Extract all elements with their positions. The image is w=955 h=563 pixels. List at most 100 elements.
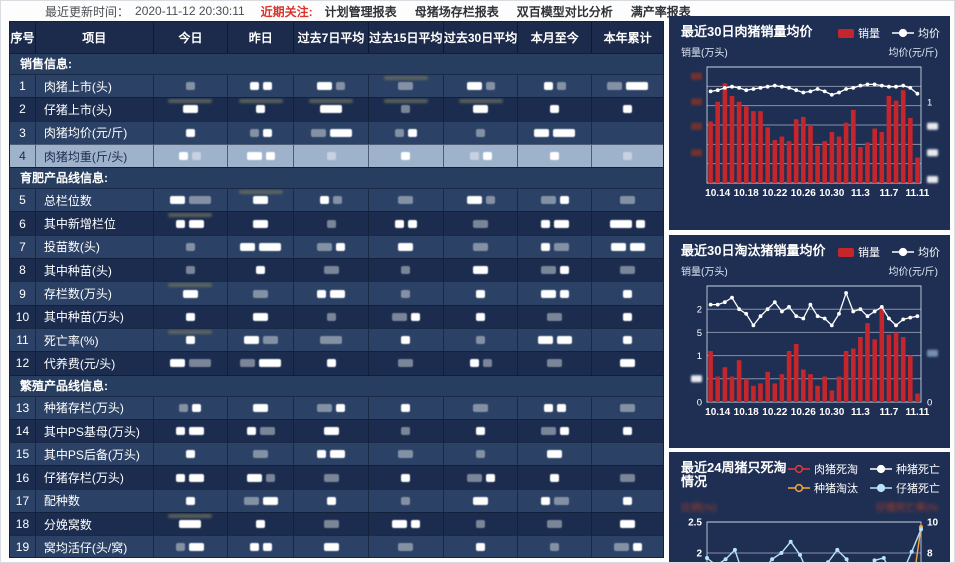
redacted-value <box>553 496 569 505</box>
row-value-cell <box>368 97 444 121</box>
redacted-value <box>323 266 339 275</box>
table-row[interactable]: 4 肉猪均重(斤/头) <box>10 143 663 168</box>
table-row[interactable]: 11 死亡率(%) <box>10 327 663 352</box>
table-row[interactable]: 1 肉猪上市(头) <box>10 74 663 98</box>
row-value-cell <box>228 512 295 536</box>
redacted-value <box>185 242 195 251</box>
svg-text:10.14: 10.14 <box>705 188 730 199</box>
row-value-cell <box>228 234 295 259</box>
table-row[interactable]: 15 其中PS后备(万头) <box>10 442 663 466</box>
redacted-value <box>620 403 636 412</box>
legend-item[interactable]: 销量 <box>838 25 880 41</box>
row-value-cell <box>368 304 444 328</box>
table-row[interactable]: 18 分娩窝数 <box>10 512 663 536</box>
row-value-cell <box>228 281 295 305</box>
legend-label: 种猪淘汰 <box>814 483 858 495</box>
legend-item[interactable]: 肉猪死淘 <box>788 461 858 477</box>
row-value-cell <box>294 143 369 168</box>
table-row[interactable]: 14 其中PS基母(万头) <box>10 418 663 443</box>
redacted-value <box>246 152 262 161</box>
legend-item[interactable]: 仔猪死亡 <box>870 480 940 496</box>
redacted-value <box>476 128 486 137</box>
topbar-link[interactable]: 满产率报表 <box>630 4 691 19</box>
right-axis-label: 仔猪死亡率(% <box>875 503 938 514</box>
redacted-smudge <box>309 99 354 104</box>
row-value-cell <box>153 512 229 536</box>
row-value-cell <box>518 488 593 513</box>
row-index: 18 <box>10 512 36 536</box>
report-links: 计划管理报表 母猪场存栏报表 双百模型对比分析 满产率报表 <box>325 3 691 20</box>
redacted-value <box>623 105 633 114</box>
row-value-cell <box>228 535 295 557</box>
legend-item[interactable]: 均价 <box>892 244 940 260</box>
table-row[interactable]: 13 种猪存栏(万头) <box>10 395 663 419</box>
redacted-value <box>398 196 414 205</box>
redacted-value <box>620 266 636 275</box>
legend-item[interactable]: 种猪淘汰 <box>788 480 858 496</box>
topbar-link[interactable]: 计划管理报表 <box>324 4 397 19</box>
legend-item[interactable]: 均价 <box>892 25 940 41</box>
redacted-value <box>559 266 569 275</box>
row-value-cell <box>294 211 369 235</box>
row-value-cell <box>294 512 369 536</box>
redacted-value <box>401 336 411 345</box>
row-value-cell <box>592 442 663 465</box>
svg-text:2: 2 <box>696 549 702 560</box>
row-value-cell <box>518 512 593 536</box>
chart-panel-pig-sales-price: 最近30日肉猪销量均价 销量 均价 销量(万头) 均价(元/斤) 1 10.14 1… <box>669 16 950 230</box>
redacted-value <box>185 82 195 91</box>
table-row[interactable]: 8 其中种苗(头) <box>10 258 663 282</box>
svg-text:11.3: 11.3 <box>851 407 870 418</box>
redacted-value <box>189 543 205 552</box>
legend-item[interactable]: 种猪死亡 <box>870 461 940 477</box>
redacted-value <box>185 450 195 459</box>
table-row[interactable]: 9 存栏数(万头) <box>10 281 663 305</box>
redacted-value <box>253 403 269 412</box>
table-row[interactable]: 12 代养费(元/头) <box>10 351 663 375</box>
redacted-value <box>192 403 202 412</box>
svg-text:10.26: 10.26 <box>791 407 816 418</box>
legend-label: 肉猪死淘 <box>814 464 858 476</box>
row-value-cell <box>368 512 444 536</box>
redacted-value <box>326 219 336 228</box>
column-header: 过去15日平均 <box>369 22 444 53</box>
table-row[interactable]: 17 配种数 <box>10 488 663 513</box>
row-value-cell <box>153 97 229 121</box>
table-row[interactable]: 6 其中新增栏位 <box>10 211 663 235</box>
table-row[interactable]: 3 肉猪均价(元/斤) <box>10 120 663 144</box>
redacted-value <box>485 196 495 205</box>
redacted-value <box>192 152 202 161</box>
row-value-cell <box>228 465 295 489</box>
row-value-cell <box>443 327 519 352</box>
redacted-value <box>473 266 489 275</box>
table-row[interactable]: 2 仔猪上市(头) <box>10 97 663 121</box>
legend-item[interactable]: 销量 <box>838 244 880 260</box>
row-value-cell <box>153 211 229 235</box>
table-row[interactable]: 10 其中种苗(万头) <box>10 304 663 328</box>
row-item-label: 其中PS基母(万头) <box>35 418 154 443</box>
table-row[interactable]: 7 投苗数(头) <box>10 234 663 259</box>
row-value-cell <box>368 488 444 513</box>
redacted-value <box>401 266 411 275</box>
table-row[interactable]: 16 仔猪存栏(万头) <box>10 465 663 489</box>
topbar-link[interactable]: 双百模型对比分析 <box>516 4 613 19</box>
redacted-value <box>262 336 278 345</box>
row-value-cell <box>443 465 519 489</box>
table-row[interactable]: 19 窝均活仔(头/窝) <box>10 535 663 557</box>
table-row[interactable]: 5 总栏位数 <box>10 188 663 212</box>
redacted-value <box>262 128 272 137</box>
row-value-cell <box>153 327 229 352</box>
redacted-value <box>259 242 282 251</box>
redacted-value <box>620 196 636 205</box>
row-value-cell <box>592 143 663 167</box>
row-item-label: 窝均活仔(头/窝) <box>35 535 154 557</box>
legend-label: 种猪死亡 <box>896 464 940 476</box>
svg-text:10.22: 10.22 <box>762 407 787 418</box>
svg-text:11.11: 11.11 <box>905 188 929 199</box>
redacted-value <box>259 359 282 368</box>
svg-text:11.7: 11.7 <box>879 188 898 199</box>
redacted-value <box>476 427 486 435</box>
row-value-cell <box>443 512 519 536</box>
topbar-link[interactable]: 母猪场存栏报表 <box>414 4 499 19</box>
row-value-cell <box>153 304 229 328</box>
